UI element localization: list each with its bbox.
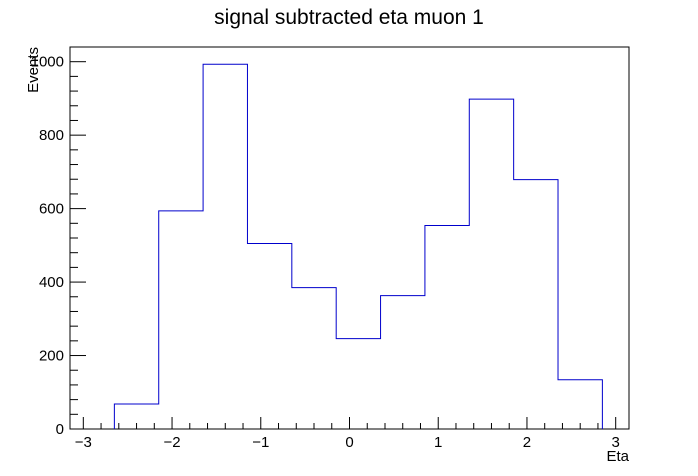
y-tick-label: 1000 — [31, 54, 64, 71]
y-tick-label: 200 — [39, 348, 64, 365]
y-tick-labels: 0 200 400 600 800 1000 — [31, 54, 64, 438]
x-tick-label: 1 — [434, 434, 442, 451]
x-tick-label: 0 — [345, 434, 353, 451]
x-axis-label: Eta — [606, 448, 629, 465]
chart-title: signal subtracted eta muon 1 — [214, 6, 484, 29]
y-axis-label: Events — [25, 47, 42, 93]
x-tick-label: −2 — [163, 434, 180, 451]
x-tick-label: 3 — [612, 434, 620, 451]
axis-ticks — [70, 46, 617, 430]
x-tick-label: 2 — [523, 434, 531, 451]
y-tick-label: 600 — [39, 201, 64, 218]
x-tick-label: −3 — [75, 434, 92, 451]
histogram-outline — [113, 63, 603, 429]
x-tick-labels: −3 −2 −1 0 1 2 3 — [75, 434, 620, 451]
y-tick-label: 0 — [56, 421, 64, 438]
y-tick-label: 400 — [39, 274, 64, 291]
x-tick-label: −1 — [252, 434, 269, 451]
plot-frame — [69, 46, 630, 430]
y-tick-label: 800 — [39, 127, 64, 144]
